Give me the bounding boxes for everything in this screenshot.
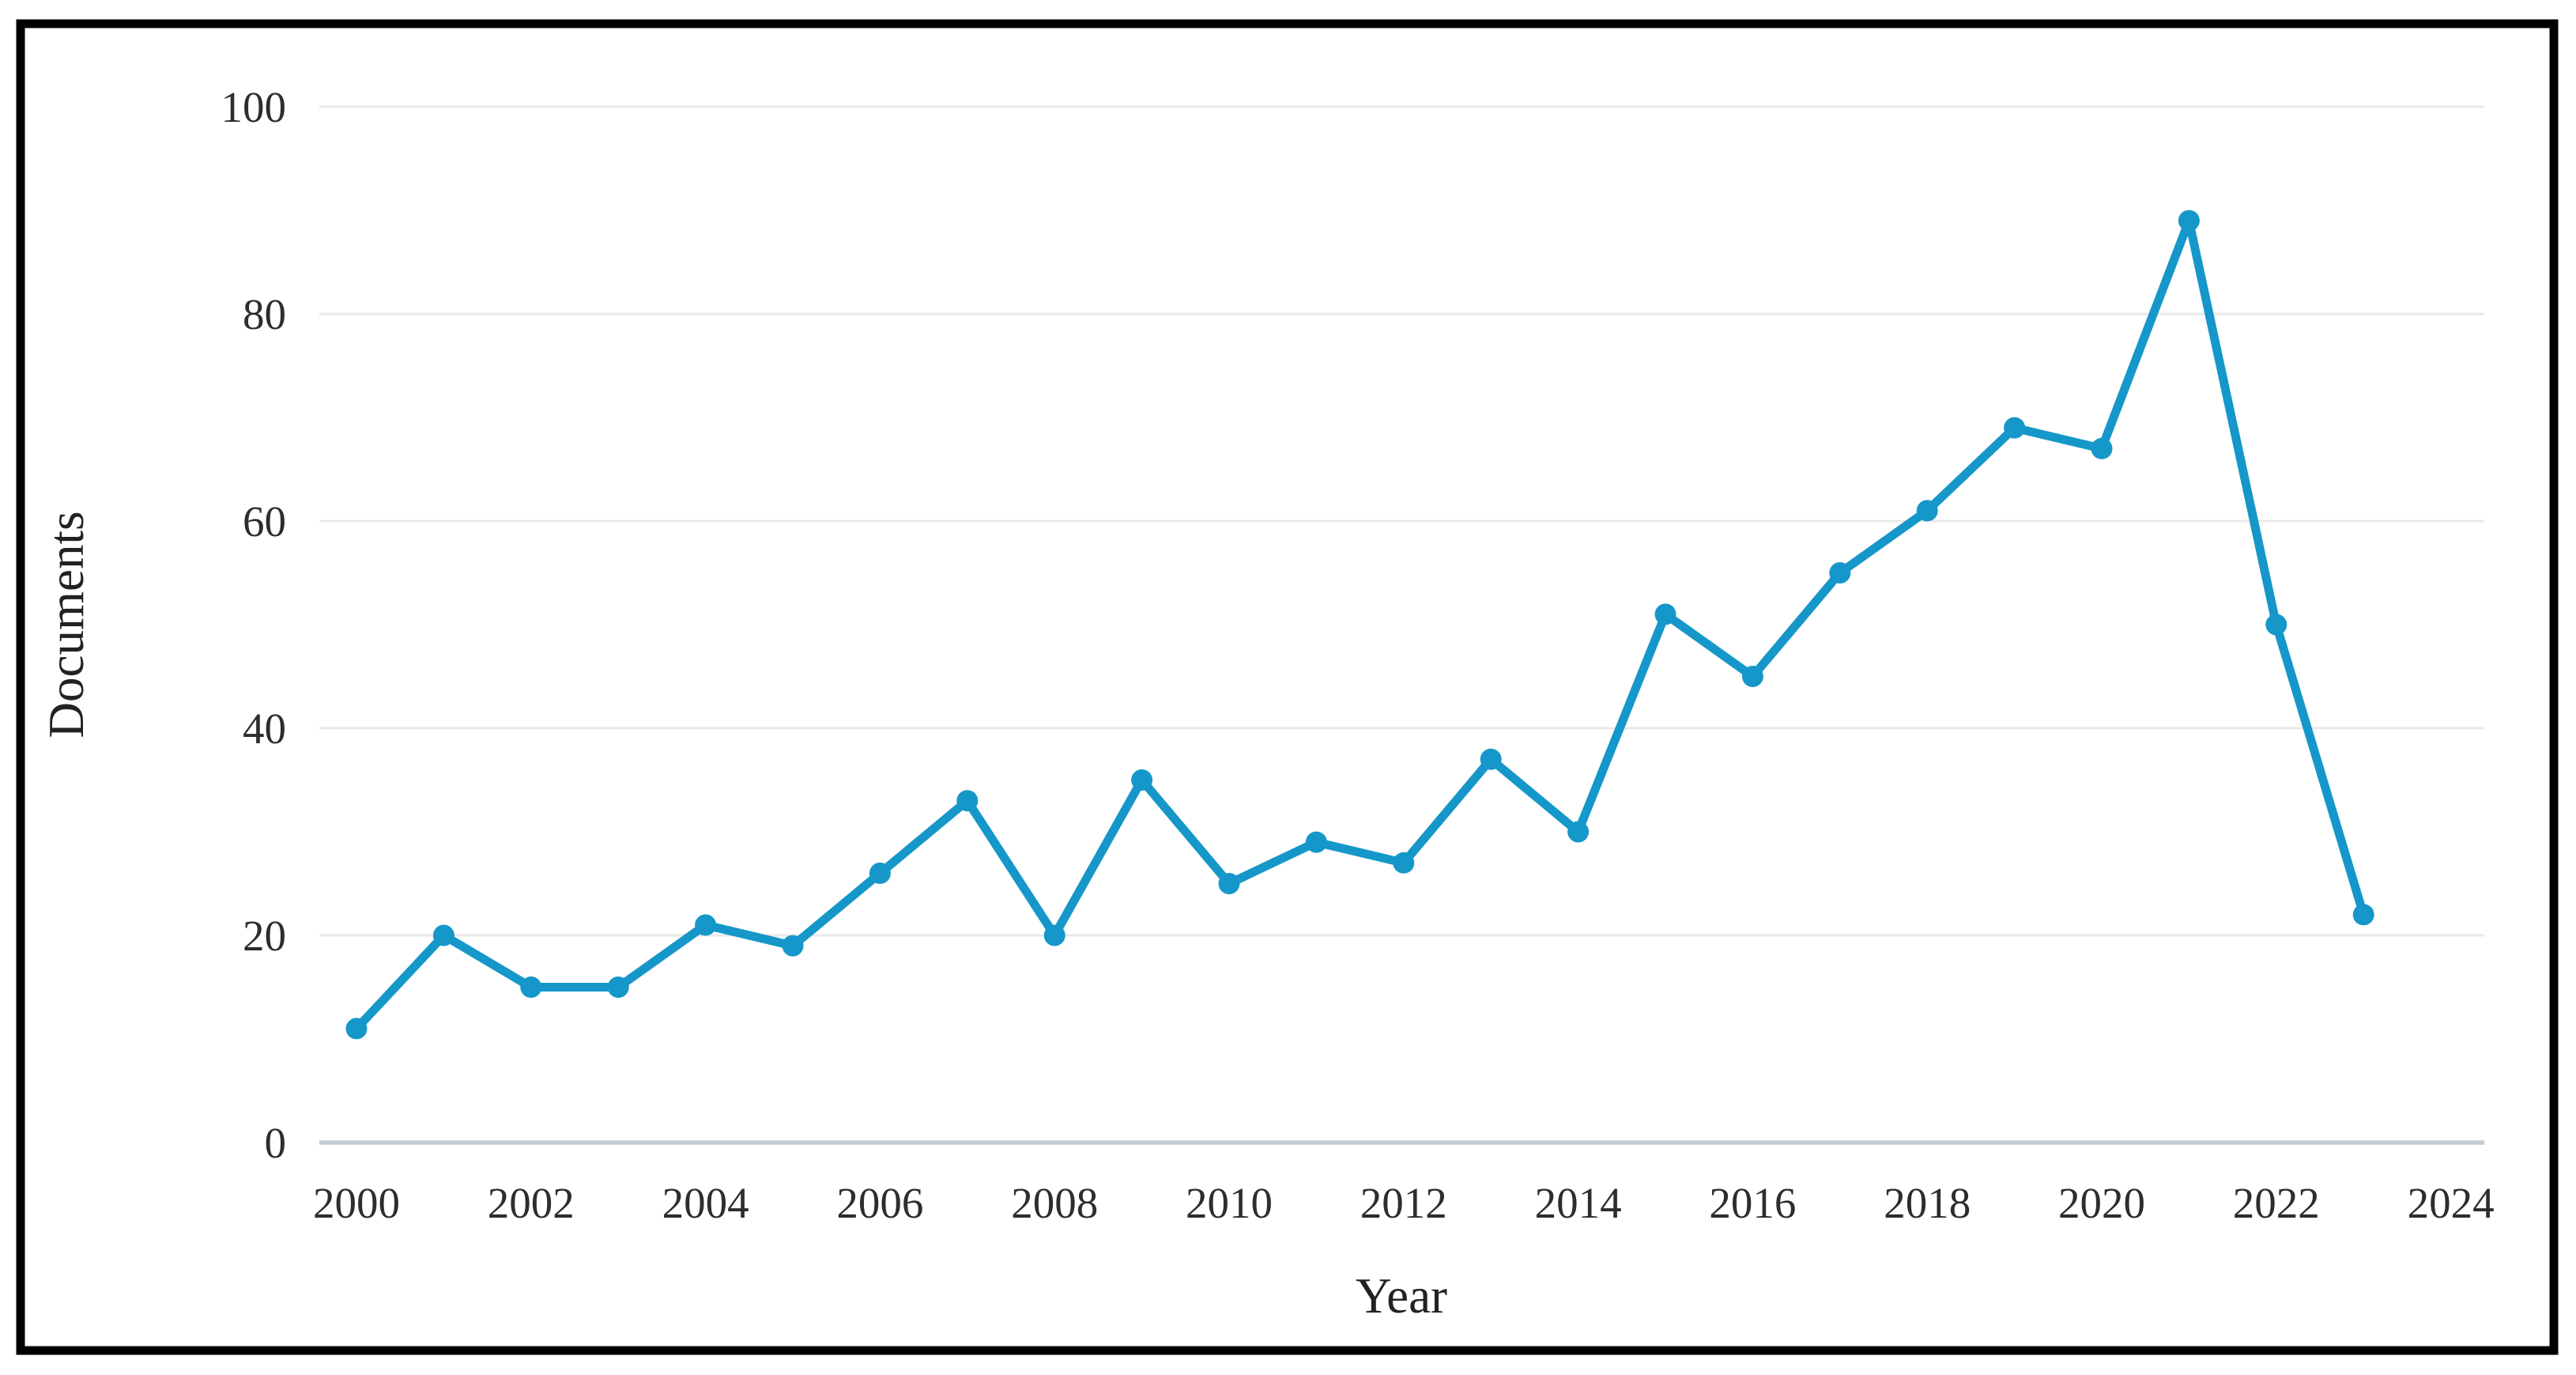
data-point-2005	[782, 935, 804, 957]
x-tick-label-2016: 2016	[1709, 1179, 1796, 1227]
data-point-2002	[520, 976, 542, 998]
data-point-2019	[2004, 417, 2026, 439]
data-point-2007	[956, 790, 979, 812]
data-point-2020	[2091, 437, 2113, 459]
data-point-2004	[695, 914, 717, 936]
data-point-2016	[1741, 666, 1763, 687]
data-point-2017	[1829, 562, 1851, 584]
data-point-2011	[1305, 831, 1327, 853]
data-point-2022	[2265, 614, 2287, 636]
y-tick-label-60: 60	[243, 497, 286, 546]
data-point-2014	[1567, 821, 1590, 843]
x-tick-label-2010: 2010	[1186, 1179, 1273, 1227]
data-point-2023	[2352, 904, 2374, 926]
y-tick-label-100: 100	[221, 83, 287, 131]
y-axis-title: Documents	[39, 512, 94, 738]
data-point-2018	[1916, 500, 1938, 522]
gridlines	[319, 105, 2484, 1145]
x-axis-title: Year	[1356, 1268, 1447, 1324]
x-tick-label-2012: 2012	[1360, 1179, 1447, 1227]
x-tick-label-2024: 2024	[2408, 1179, 2495, 1227]
data-point-2013	[1480, 748, 1502, 770]
data-point-2008	[1043, 924, 1065, 946]
x-axis-tick-labels: 2000 2002 2004 2006 2008 2010 2012 2014 2016 2018…	[313, 1179, 2495, 1227]
x-tick-label-2006: 2006	[836, 1179, 923, 1227]
data-point-2015	[1654, 603, 1676, 625]
data-point-2003	[607, 976, 629, 998]
data-point-2009	[1131, 769, 1153, 791]
documents-line	[352, 216, 2368, 1033]
y-axis-tick-labels: 0 20 40 60 80 100	[221, 83, 287, 1167]
x-tick-label-2002: 2002	[488, 1179, 575, 1227]
y-tick-label-20: 20	[243, 912, 286, 960]
y-tick-label-40: 40	[243, 704, 286, 753]
data-point-2012	[1393, 852, 1415, 874]
data-point-2000	[345, 1018, 368, 1040]
data-point-2006	[869, 862, 891, 884]
x-tick-label-2018: 2018	[1884, 1179, 1971, 1227]
figure-border	[16, 19, 2559, 1355]
x-tick-label-2004: 2004	[662, 1179, 749, 1227]
x-tick-label-2000: 2000	[313, 1179, 400, 1227]
documents-series	[345, 210, 2374, 1040]
x-tick-label-2020: 2020	[2058, 1179, 2145, 1227]
x-tick-label-2014: 2014	[1535, 1179, 1622, 1227]
x-tick-label-2008: 2008	[1011, 1179, 1098, 1227]
y-tick-label-80: 80	[243, 290, 286, 338]
y-tick-label-0: 0	[265, 1119, 287, 1167]
data-point-2001	[432, 924, 454, 946]
data-point-2010	[1218, 873, 1240, 894]
data-point-2021	[2178, 210, 2200, 232]
x-tick-label-2022: 2022	[2233, 1179, 2320, 1227]
